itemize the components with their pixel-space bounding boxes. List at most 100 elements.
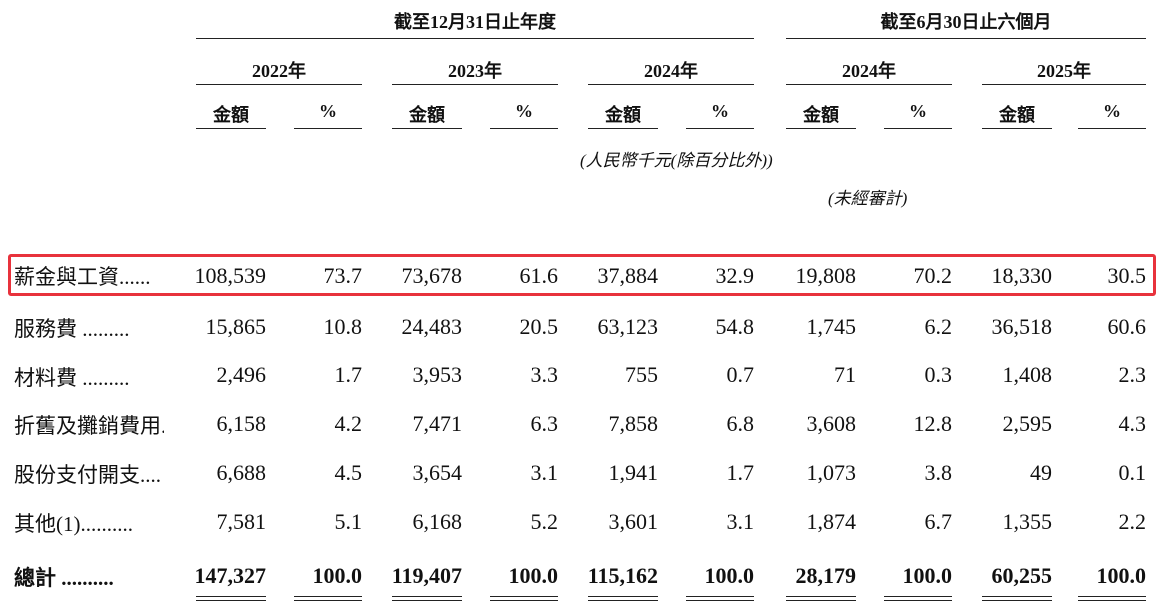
total-rule — [686, 596, 754, 597]
amount-cell: 73,678 — [401, 263, 463, 288]
total-percent-cell: 100.0 — [508, 563, 559, 588]
amount-cell: 1,941 — [608, 460, 659, 485]
amount-cell: 49 — [1030, 460, 1052, 485]
amount-cell: 71 — [834, 362, 856, 387]
row-label-others: 其他(1).......... — [14, 512, 133, 536]
total-rule — [1078, 600, 1146, 601]
percent-cell: 1.7 — [726, 460, 755, 485]
total-rule — [490, 600, 558, 601]
group-header-six-months-rule — [786, 38, 1146, 39]
total-rule — [196, 596, 266, 597]
total-percent-cell: 100.0 — [1096, 563, 1147, 588]
year-header-2023: 2023年 — [448, 61, 502, 81]
percent-cell: 5.1 — [334, 509, 363, 534]
year-rule-2024-h1 — [786, 84, 952, 85]
amount-cell: 3,654 — [412, 460, 463, 485]
amount-cell: 19,808 — [795, 263, 857, 288]
total-rule — [786, 600, 856, 601]
percent-cell: 70.2 — [913, 263, 953, 288]
percent-cell: 2.3 — [1118, 362, 1147, 387]
percent-cell: 12.8 — [913, 411, 953, 436]
amount-cell: 36,518 — [991, 314, 1053, 339]
highlight-box — [8, 254, 1156, 296]
total-rule — [588, 596, 658, 597]
year-header-2025-h1: 2025年 — [1037, 61, 1091, 81]
total-rule — [982, 596, 1052, 597]
amount-cell: 6,168 — [412, 509, 463, 534]
row-label-material-costs: 材料費 ......... — [14, 366, 130, 390]
year-rule-2025-h1 — [982, 84, 1146, 85]
percent-cell: 3.1 — [726, 509, 755, 534]
row-label-service-fees: 服務費 ......... — [14, 317, 130, 341]
percent-cell: 73.7 — [323, 263, 363, 288]
amount-cell: 6,688 — [216, 460, 267, 485]
percent-cell: 60.6 — [1107, 314, 1147, 339]
percent-cell: 6.3 — [530, 411, 559, 436]
total-rule — [294, 600, 362, 601]
percent-header: % — [909, 101, 927, 121]
row-label-salaries: 薪金與工資...... — [14, 265, 151, 289]
amount-cell: 1,073 — [806, 460, 857, 485]
year-rule-2022 — [196, 84, 362, 85]
percent-cell: 32.9 — [715, 263, 755, 288]
amount-cell: 1,874 — [806, 509, 857, 534]
amount-cell: 108,539 — [194, 263, 267, 288]
amount-cell: 24,483 — [401, 314, 463, 339]
year-header-2024-h1: 2024年 — [842, 61, 896, 81]
total-rule — [884, 600, 952, 601]
total-rule — [392, 596, 462, 597]
percent-header: % — [711, 101, 729, 121]
percent-header: % — [319, 101, 337, 121]
amount-cell: 63,123 — [597, 314, 659, 339]
total-amount-cell: 119,407 — [391, 563, 462, 588]
row-label-total: 總計 .......... — [14, 566, 114, 590]
year-rule-2023 — [392, 84, 558, 85]
percent-cell: 0.3 — [924, 362, 953, 387]
percent-rule — [884, 128, 952, 129]
percent-cell: 10.8 — [323, 314, 363, 339]
percent-header: % — [1103, 101, 1121, 121]
total-amount-cell: 60,255 — [991, 563, 1053, 588]
amount-cell: 7,581 — [216, 509, 267, 534]
percent-cell: 5.2 — [530, 509, 559, 534]
total-rule — [884, 596, 952, 597]
percent-cell: 4.5 — [334, 460, 363, 485]
percent-cell: 4.3 — [1118, 411, 1147, 436]
percent-cell: 2.2 — [1118, 509, 1147, 534]
amount-cell: 7,471 — [412, 411, 463, 436]
amount-rule — [588, 128, 658, 129]
amount-cell: 755 — [625, 362, 658, 387]
percent-cell: 20.5 — [519, 314, 559, 339]
total-percent-cell: 100.0 — [704, 563, 755, 588]
percent-rule — [490, 128, 558, 129]
total-percent-cell: 100.0 — [312, 563, 363, 588]
year-rule-2024 — [588, 84, 754, 85]
percent-cell: 1.7 — [334, 362, 363, 387]
percent-cell: 6.7 — [924, 509, 953, 534]
percent-cell: 0.7 — [726, 362, 755, 387]
total-rule — [392, 600, 462, 601]
amount-rule — [392, 128, 462, 129]
amount-header: 金額 — [999, 105, 1035, 125]
unaudited-note: (未經審計) — [828, 189, 908, 208]
total-rule — [982, 600, 1052, 601]
amount-cell: 1,745 — [806, 314, 857, 339]
group-header-full-year: 截至12月31日止年度 — [394, 12, 556, 32]
percent-cell: 3.1 — [530, 460, 559, 485]
percent-cell: 6.8 — [726, 411, 755, 436]
amount-cell: 3,953 — [412, 362, 463, 387]
group-header-six-months: 截至6月30日止六個月 — [880, 12, 1052, 32]
percent-rule — [294, 128, 362, 129]
percent-rule — [686, 128, 754, 129]
percent-cell: 54.8 — [715, 314, 755, 339]
total-rule — [490, 596, 558, 597]
amount-cell: 2,496 — [216, 362, 267, 387]
amount-cell: 3,601 — [608, 509, 659, 534]
total-rule — [1078, 596, 1146, 597]
row-label-depreciation: 折舊及攤銷費用.. — [14, 414, 164, 438]
percent-cell: 0.1 — [1118, 460, 1147, 485]
amount-header: 金額 — [803, 105, 839, 125]
total-rule — [686, 600, 754, 601]
year-header-2024: 2024年 — [644, 61, 698, 81]
amount-cell: 2,595 — [1002, 411, 1053, 436]
